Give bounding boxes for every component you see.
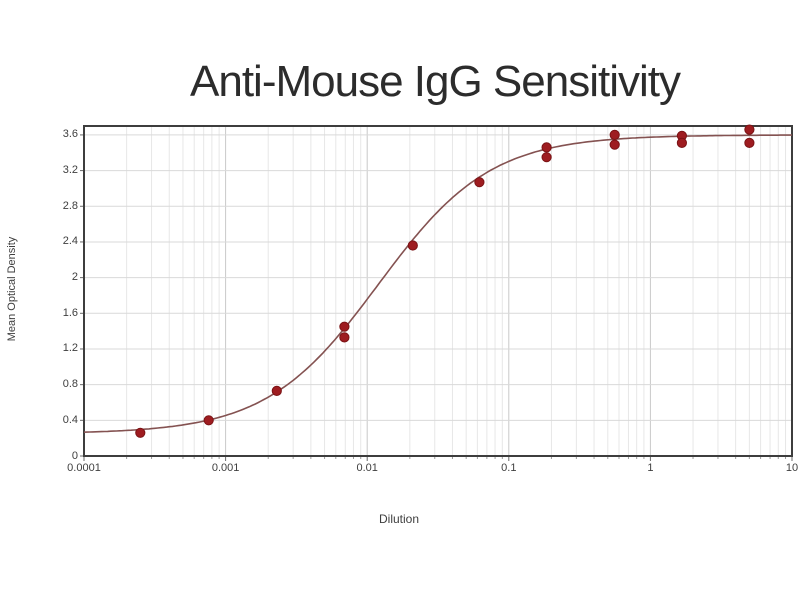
data-point bbox=[676, 137, 688, 148]
data-point bbox=[609, 139, 620, 150]
y-tick-label: 0 bbox=[71, 449, 78, 462]
data-point bbox=[339, 332, 350, 343]
x-axis-title: Dilution bbox=[378, 512, 420, 526]
y-tick-label: 1.2 bbox=[62, 342, 78, 355]
x-tick-label: 0.001 bbox=[211, 462, 240, 474]
x-tick-label: 0.01 bbox=[356, 462, 378, 474]
minor-gridlines bbox=[126, 126, 787, 456]
horizontal-gridlines bbox=[84, 134, 792, 421]
x-tick-label: 10 bbox=[785, 462, 799, 474]
y-tick-label: 3.6 bbox=[62, 128, 78, 141]
data-point bbox=[339, 321, 350, 332]
y-tick-label: 3.2 bbox=[62, 164, 78, 177]
data-point bbox=[203, 415, 214, 426]
data-point bbox=[135, 427, 146, 438]
x-tick-label: 0.0001 bbox=[67, 462, 101, 474]
data-point bbox=[407, 240, 418, 251]
y-tick-label: 1.6 bbox=[62, 306, 78, 319]
x-tick-label: 1 bbox=[647, 462, 654, 474]
plot-frame bbox=[83, 125, 793, 457]
y-tick-label: 2.4 bbox=[62, 235, 78, 248]
data-point bbox=[744, 124, 755, 135]
data-point bbox=[541, 142, 552, 153]
chart-title: Anti-Mouse IgG Sensitivity bbox=[190, 57, 681, 106]
data-point bbox=[271, 385, 282, 396]
fit-curve bbox=[83, 134, 792, 433]
data-point bbox=[744, 137, 755, 148]
y-tick-label: 0.4 bbox=[62, 413, 78, 426]
data-point bbox=[541, 152, 552, 163]
y-tick-label: 2.8 bbox=[62, 199, 78, 212]
axis-ticks bbox=[80, 134, 793, 461]
y-tick-label: 0.8 bbox=[62, 378, 78, 391]
data-point bbox=[609, 129, 620, 140]
x-tick-label: 0.1 bbox=[501, 462, 517, 474]
major-gridlines bbox=[225, 126, 651, 456]
y-tick-label: 2 bbox=[71, 271, 78, 284]
data-points bbox=[135, 124, 755, 438]
data-point bbox=[474, 177, 485, 188]
